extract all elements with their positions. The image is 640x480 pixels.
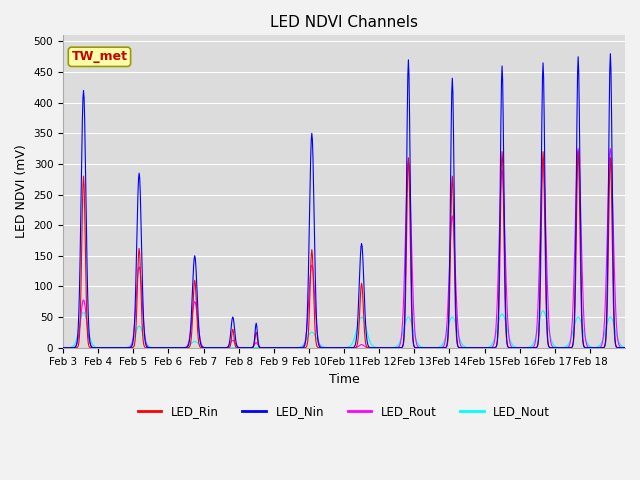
- Title: LED NDVI Channels: LED NDVI Channels: [270, 15, 418, 30]
- X-axis label: Time: Time: [328, 373, 360, 386]
- Y-axis label: LED NDVI (mV): LED NDVI (mV): [15, 144, 28, 239]
- Text: TW_met: TW_met: [72, 50, 127, 63]
- Legend: LED_Rin, LED_Nin, LED_Rout, LED_Nout: LED_Rin, LED_Nin, LED_Rout, LED_Nout: [133, 400, 555, 423]
